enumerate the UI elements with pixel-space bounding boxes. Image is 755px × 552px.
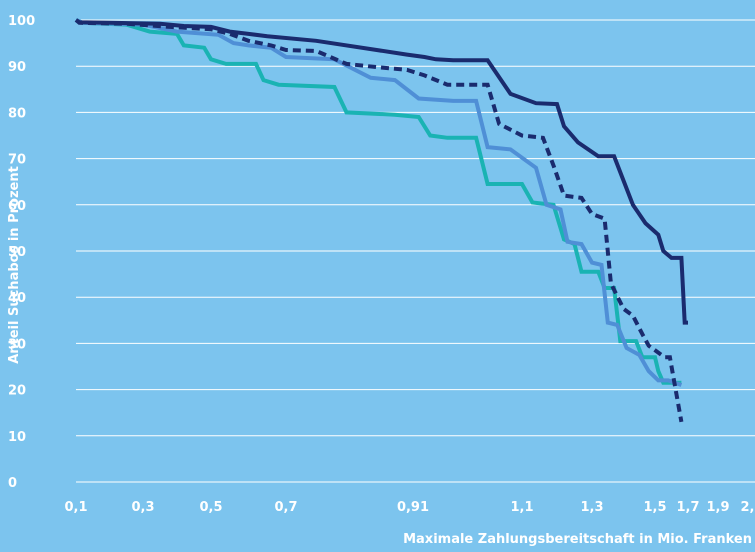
series-lines: [74, 18, 688, 423]
x-tick-label: 1,3: [580, 500, 603, 515]
x-axis-label: Maximale Zahlungsbereitschaft in Mio. Fr…: [403, 532, 752, 547]
y-tick-label: 10: [8, 430, 26, 445]
x-tick-label: 2,1: [740, 500, 755, 515]
series-line-1: [74, 18, 688, 325]
y-tick-label: 100: [8, 14, 35, 29]
y-tick-label: 40: [8, 291, 26, 306]
x-tick-labels: 0,1 0,3 0,5 0,7 0,91 1,1 1,3 1,5 1,7 1,9 2,1: [64, 500, 755, 515]
y-axis-label: Anteil Suchabos in Prozent: [7, 166, 22, 364]
series-line-4: [75, 18, 682, 385]
y-tick-label: 70: [8, 153, 26, 168]
y-tick-label: 80: [8, 106, 26, 121]
y-tick-labels: 0 10 20 30 40 50 60 70 80 90 100: [8, 14, 35, 491]
x-tick-label: 0,1: [64, 500, 87, 515]
x-tick-label: 0,7: [274, 500, 297, 515]
y-tick-label: 30: [8, 337, 26, 352]
grid-lines: [76, 19, 755, 483]
series-line-2: [74, 18, 684, 423]
y-tick-label: 50: [8, 245, 26, 260]
x-tick-label: 1,7: [676, 500, 699, 515]
y-tick-label: 90: [8, 60, 26, 75]
x-tick-label: 1,9: [706, 500, 729, 515]
x-tick-label: 0,91: [397, 500, 429, 515]
y-tick-label: 60: [8, 199, 26, 214]
x-tick-label: 1,1: [510, 500, 533, 515]
series-line-3: [75, 18, 683, 387]
x-tick-label: 1,5: [643, 500, 666, 515]
y-tick-label: 20: [8, 384, 26, 399]
x-tick-label: 0,5: [199, 500, 222, 515]
y-tick-label: 0: [8, 476, 17, 491]
x-tick-label: 0,3: [131, 500, 154, 515]
